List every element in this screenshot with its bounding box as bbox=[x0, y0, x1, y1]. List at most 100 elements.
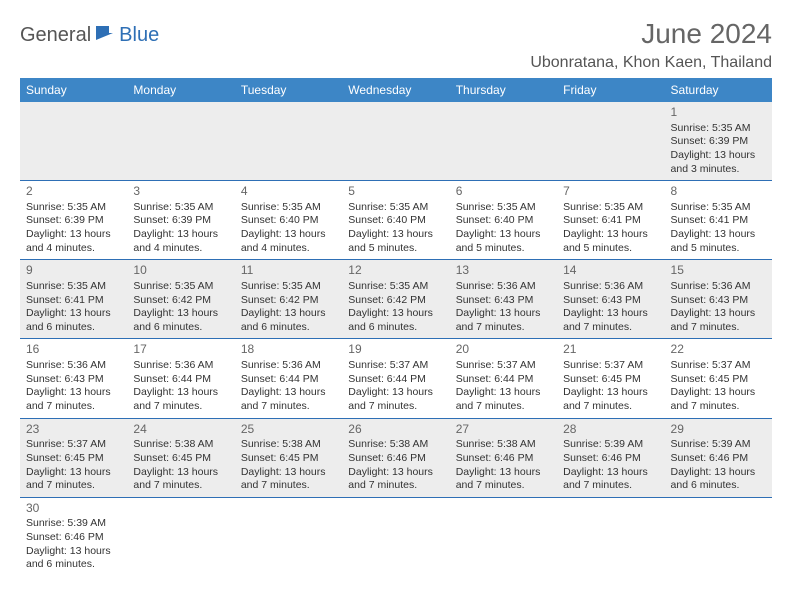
day-number: 11 bbox=[241, 263, 336, 279]
daylight-text: Daylight: 13 hours and 7 minutes. bbox=[133, 386, 228, 413]
sunset-text: Sunset: 6:39 PM bbox=[133, 214, 228, 228]
sunset-text: Sunset: 6:43 PM bbox=[26, 373, 121, 387]
day-number: 1 bbox=[671, 105, 766, 121]
day-cell: 26Sunrise: 5:38 AMSunset: 6:46 PMDayligh… bbox=[342, 418, 449, 497]
daylight-text: Daylight: 13 hours and 4 minutes. bbox=[26, 228, 121, 255]
empty-cell bbox=[557, 497, 664, 576]
header-monday: Monday bbox=[127, 78, 234, 102]
sunrise-text: Sunrise: 5:37 AM bbox=[26, 438, 121, 452]
sunrise-text: Sunrise: 5:39 AM bbox=[26, 517, 121, 531]
daylight-text: Daylight: 13 hours and 6 minutes. bbox=[241, 307, 336, 334]
sunset-text: Sunset: 6:46 PM bbox=[671, 452, 766, 466]
sunrise-text: Sunrise: 5:37 AM bbox=[563, 359, 658, 373]
sunrise-text: Sunrise: 5:35 AM bbox=[456, 201, 551, 215]
calendar-week-row: 1Sunrise: 5:35 AMSunset: 6:39 PMDaylight… bbox=[20, 102, 772, 181]
day-cell: 25Sunrise: 5:38 AMSunset: 6:45 PMDayligh… bbox=[235, 418, 342, 497]
sunrise-text: Sunrise: 5:35 AM bbox=[26, 280, 121, 294]
logo-text-a: General bbox=[20, 24, 91, 47]
day-cell: 14Sunrise: 5:36 AMSunset: 6:43 PMDayligh… bbox=[557, 260, 664, 339]
sunset-text: Sunset: 6:40 PM bbox=[456, 214, 551, 228]
empty-cell bbox=[342, 497, 449, 576]
daylight-text: Daylight: 13 hours and 7 minutes. bbox=[563, 307, 658, 334]
day-cell: 15Sunrise: 5:36 AMSunset: 6:43 PMDayligh… bbox=[665, 260, 772, 339]
sunrise-text: Sunrise: 5:37 AM bbox=[348, 359, 443, 373]
sunrise-text: Sunrise: 5:37 AM bbox=[671, 359, 766, 373]
sunset-text: Sunset: 6:45 PM bbox=[133, 452, 228, 466]
calendar-week-row: 2Sunrise: 5:35 AMSunset: 6:39 PMDaylight… bbox=[20, 181, 772, 260]
day-number: 17 bbox=[133, 342, 228, 358]
sunset-text: Sunset: 6:39 PM bbox=[26, 214, 121, 228]
sunrise-text: Sunrise: 5:36 AM bbox=[563, 280, 658, 294]
sunrise-text: Sunrise: 5:35 AM bbox=[671, 122, 766, 136]
sunset-text: Sunset: 6:46 PM bbox=[563, 452, 658, 466]
day-cell: 5Sunrise: 5:35 AMSunset: 6:40 PMDaylight… bbox=[342, 181, 449, 260]
sunrise-text: Sunrise: 5:39 AM bbox=[671, 438, 766, 452]
day-number: 2 bbox=[26, 184, 121, 200]
sunset-text: Sunset: 6:42 PM bbox=[241, 294, 336, 308]
day-cell: 7Sunrise: 5:35 AMSunset: 6:41 PMDaylight… bbox=[557, 181, 664, 260]
day-cell: 6Sunrise: 5:35 AMSunset: 6:40 PMDaylight… bbox=[450, 181, 557, 260]
day-number: 14 bbox=[563, 263, 658, 279]
sunset-text: Sunset: 6:44 PM bbox=[241, 373, 336, 387]
day-number: 26 bbox=[348, 422, 443, 438]
day-number: 25 bbox=[241, 422, 336, 438]
day-cell: 23Sunrise: 5:37 AMSunset: 6:45 PMDayligh… bbox=[20, 418, 127, 497]
day-cell: 2Sunrise: 5:35 AMSunset: 6:39 PMDaylight… bbox=[20, 181, 127, 260]
sunset-text: Sunset: 6:43 PM bbox=[456, 294, 551, 308]
calendar-week-row: 9Sunrise: 5:35 AMSunset: 6:41 PMDaylight… bbox=[20, 260, 772, 339]
day-cell: 13Sunrise: 5:36 AMSunset: 6:43 PMDayligh… bbox=[450, 260, 557, 339]
sunrise-text: Sunrise: 5:36 AM bbox=[671, 280, 766, 294]
sunset-text: Sunset: 6:43 PM bbox=[563, 294, 658, 308]
day-number: 9 bbox=[26, 263, 121, 279]
day-number: 15 bbox=[671, 263, 766, 279]
title-block: June 2024 Ubonratana, Khon Kaen, Thailan… bbox=[530, 18, 772, 72]
sunrise-text: Sunrise: 5:38 AM bbox=[348, 438, 443, 452]
day-number: 13 bbox=[456, 263, 551, 279]
sunset-text: Sunset: 6:41 PM bbox=[671, 214, 766, 228]
header-tuesday: Tuesday bbox=[235, 78, 342, 102]
daylight-text: Daylight: 13 hours and 4 minutes. bbox=[241, 228, 336, 255]
day-number: 8 bbox=[671, 184, 766, 200]
day-cell: 4Sunrise: 5:35 AMSunset: 6:40 PMDaylight… bbox=[235, 181, 342, 260]
logo-text-b: Blue bbox=[119, 24, 159, 47]
daylight-text: Daylight: 13 hours and 6 minutes. bbox=[26, 307, 121, 334]
month-title: June 2024 bbox=[530, 18, 772, 50]
calendar-week-row: 23Sunrise: 5:37 AMSunset: 6:45 PMDayligh… bbox=[20, 418, 772, 497]
daylight-text: Daylight: 13 hours and 7 minutes. bbox=[133, 466, 228, 493]
header-wednesday: Wednesday bbox=[342, 78, 449, 102]
sunrise-text: Sunrise: 5:35 AM bbox=[133, 280, 228, 294]
daylight-text: Daylight: 13 hours and 7 minutes. bbox=[563, 386, 658, 413]
empty-cell bbox=[235, 102, 342, 181]
daylight-text: Daylight: 13 hours and 6 minutes. bbox=[133, 307, 228, 334]
day-cell: 27Sunrise: 5:38 AMSunset: 6:46 PMDayligh… bbox=[450, 418, 557, 497]
day-number: 19 bbox=[348, 342, 443, 358]
day-cell: 8Sunrise: 5:35 AMSunset: 6:41 PMDaylight… bbox=[665, 181, 772, 260]
sunrise-text: Sunrise: 5:36 AM bbox=[456, 280, 551, 294]
calendar-week-row: 16Sunrise: 5:36 AMSunset: 6:43 PMDayligh… bbox=[20, 339, 772, 418]
daylight-text: Daylight: 13 hours and 5 minutes. bbox=[563, 228, 658, 255]
sunset-text: Sunset: 6:45 PM bbox=[241, 452, 336, 466]
sunrise-text: Sunrise: 5:36 AM bbox=[133, 359, 228, 373]
day-number: 29 bbox=[671, 422, 766, 438]
day-number: 20 bbox=[456, 342, 551, 358]
sunset-text: Sunset: 6:46 PM bbox=[456, 452, 551, 466]
sunset-text: Sunset: 6:43 PM bbox=[671, 294, 766, 308]
daylight-text: Daylight: 13 hours and 6 minutes. bbox=[26, 545, 121, 572]
header-saturday: Saturday bbox=[665, 78, 772, 102]
day-cell: 11Sunrise: 5:35 AMSunset: 6:42 PMDayligh… bbox=[235, 260, 342, 339]
day-cell: 29Sunrise: 5:39 AMSunset: 6:46 PMDayligh… bbox=[665, 418, 772, 497]
sunset-text: Sunset: 6:44 PM bbox=[348, 373, 443, 387]
sunset-text: Sunset: 6:42 PM bbox=[348, 294, 443, 308]
daylight-text: Daylight: 13 hours and 3 minutes. bbox=[671, 149, 766, 176]
day-cell: 18Sunrise: 5:36 AMSunset: 6:44 PMDayligh… bbox=[235, 339, 342, 418]
daylight-text: Daylight: 13 hours and 7 minutes. bbox=[671, 386, 766, 413]
day-number: 10 bbox=[133, 263, 228, 279]
sunrise-text: Sunrise: 5:38 AM bbox=[456, 438, 551, 452]
day-cell: 17Sunrise: 5:36 AMSunset: 6:44 PMDayligh… bbox=[127, 339, 234, 418]
day-number: 28 bbox=[563, 422, 658, 438]
empty-cell bbox=[450, 102, 557, 181]
header-friday: Friday bbox=[557, 78, 664, 102]
day-cell: 22Sunrise: 5:37 AMSunset: 6:45 PMDayligh… bbox=[665, 339, 772, 418]
daylight-text: Daylight: 13 hours and 7 minutes. bbox=[348, 386, 443, 413]
header-thursday: Thursday bbox=[450, 78, 557, 102]
